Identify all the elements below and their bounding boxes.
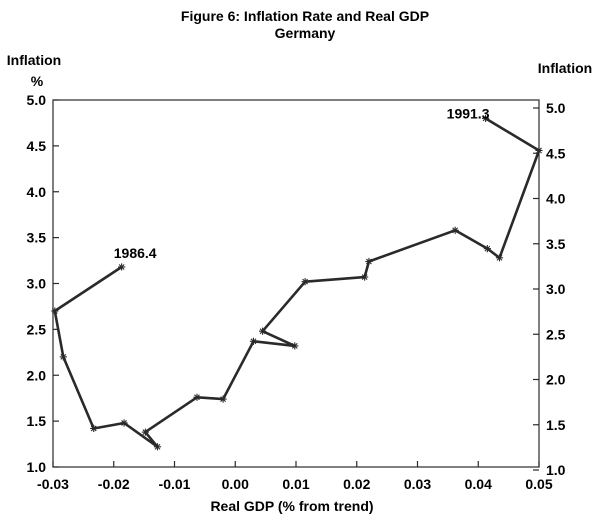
data-point (249, 337, 258, 345)
data-point (535, 146, 543, 155)
data-point (59, 353, 67, 361)
x-tick-label: -0.03 (37, 476, 69, 492)
data-point (90, 424, 98, 433)
data-point (483, 245, 491, 253)
y-tick-label-right: 1.5 (546, 417, 566, 433)
y-axis-label-right: Inflation (538, 60, 592, 76)
y-tick-label-left: 5.0 (27, 92, 47, 108)
data-point (365, 257, 373, 266)
y-tick-label-left: 4.0 (27, 184, 47, 200)
y-tick-label-left: 1.5 (27, 413, 47, 429)
y-tick-label-right: 2.5 (546, 326, 566, 342)
data-point (258, 327, 267, 335)
y-tick-label-right: 5.0 (546, 100, 566, 116)
x-tick-label: -0.01 (159, 476, 191, 492)
data-point (141, 428, 149, 436)
y-tick-label-right: 3.0 (546, 281, 566, 297)
y-tick-label-left: 1.0 (27, 459, 47, 475)
y-tick-label-right: 4.5 (546, 145, 566, 161)
y-tick-label-right: 1.0 (546, 462, 566, 478)
data-point (481, 114, 490, 122)
y-tick-label-left: 4.5 (27, 138, 47, 154)
y-axis-label-left: Inflation (7, 52, 61, 68)
x-axis-label: Real GDP (% from trend) (210, 498, 373, 514)
x-tick-label: 0.05 (525, 476, 552, 492)
x-tick-label: 0.04 (465, 476, 492, 492)
data-point (193, 393, 201, 401)
data-point (451, 226, 459, 234)
data-point (219, 395, 227, 403)
data-point (118, 263, 126, 271)
chart-title: Figure 6: Inflation Rate and Real GDP (181, 8, 429, 24)
x-tick-label: 0.02 (343, 476, 370, 492)
y-tick-label-right: 3.5 (546, 236, 566, 252)
data-point (291, 342, 299, 350)
y-tick-label-left: 3.5 (27, 230, 47, 246)
data-point (51, 307, 59, 315)
x-tick-label: 0.01 (282, 476, 309, 492)
plot-frame (52, 99, 540, 468)
x-tick-label: -0.02 (98, 476, 130, 492)
y-tick-label-right: 2.0 (546, 372, 566, 388)
y-tick-label-left: 3.0 (27, 276, 47, 292)
y-tick-label-right: 4.0 (546, 191, 566, 207)
data-point (120, 419, 128, 427)
data-point (301, 278, 309, 286)
chart-subtitle: Germany (275, 25, 336, 41)
y-tick-label-left: 2.5 (27, 321, 47, 337)
x-tick-label: 0.00 (222, 476, 249, 492)
annotation-label: 1991.3 (447, 105, 490, 121)
series-line (53, 117, 541, 449)
x-tick-label: 0.03 (404, 476, 431, 492)
data-point (153, 443, 162, 451)
annotation-label: 1986.4 (114, 245, 157, 261)
y-tick-label-left: 2.0 (27, 367, 47, 383)
data-point (495, 254, 504, 262)
data-point (361, 273, 369, 281)
y-axis-unit-left: % (31, 73, 44, 89)
